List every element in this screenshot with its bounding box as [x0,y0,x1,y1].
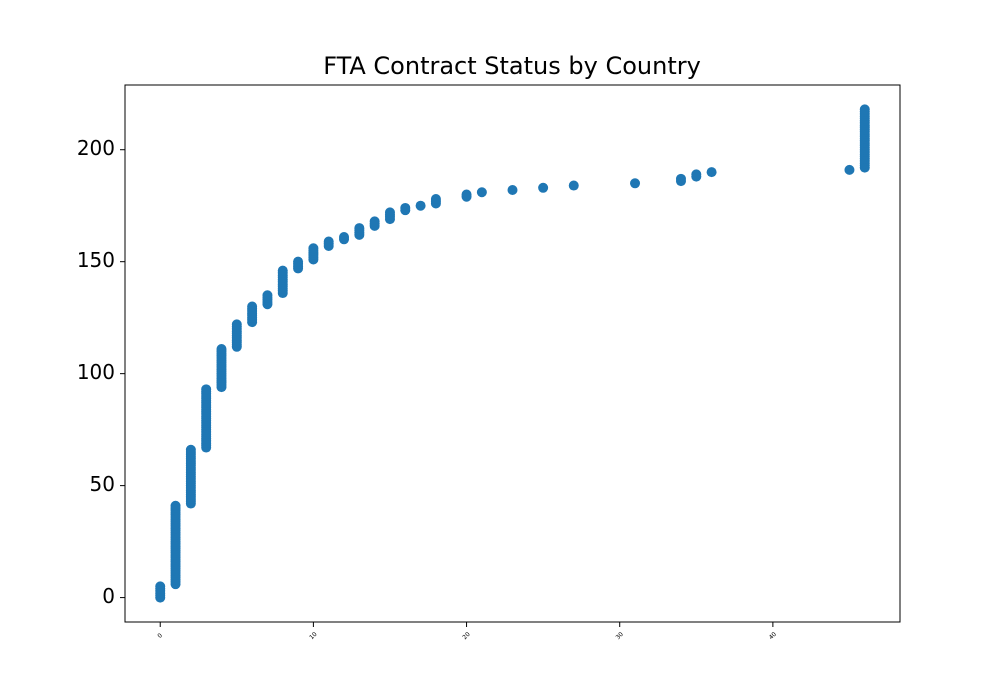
scatter-point [231,319,242,330]
scatter-point [430,193,441,204]
scatter-point [476,187,487,198]
scatter-point [354,223,365,234]
y-tick-label: 100 [77,360,115,384]
scatter-point [568,180,579,191]
scatter-point [415,200,426,211]
scatter-point [630,178,641,189]
y-tick-label: 200 [77,136,115,160]
scatter-point [507,185,518,196]
scatter-point [844,164,855,175]
y-tick-label: 50 [90,472,115,496]
scatter-point [369,216,380,227]
x-tick-label: 30 [615,631,625,641]
scatter-point [339,232,350,243]
y-tick-label: 150 [77,248,115,272]
x-tick-label: 20 [461,631,471,641]
scatter-point [706,167,717,178]
plot-frame [124,84,901,623]
scatter-point [201,384,212,395]
scatter-point [277,265,288,276]
scatter-point [538,182,549,193]
scatter-point [262,290,273,301]
x-tick-label: 40 [768,631,778,641]
scatter-point [691,169,702,180]
chart-title: FTA Contract Status by Country [323,52,701,80]
scatter-point [308,243,319,254]
scatter-point [216,344,227,355]
x-tick-label: 10 [308,631,318,641]
scatter-point [170,500,181,511]
scatter-point [384,207,395,218]
scatter-point [293,256,304,267]
scatter-point [185,444,196,455]
scatter-point [155,581,166,592]
scatter-point [675,173,686,184]
scatter-point [859,104,870,115]
scatter-point [247,301,258,312]
scatter-point [400,202,411,213]
y-tick-label: 0 [102,584,115,608]
scatter-point [323,236,334,247]
x-tick-label: 0 [156,632,164,640]
scatter-point [461,189,472,200]
